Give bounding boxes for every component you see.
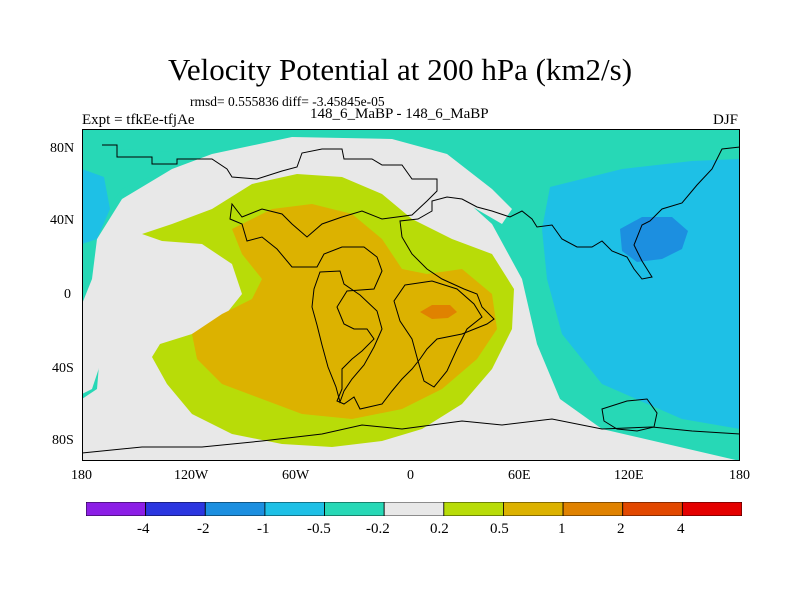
lon-label-120e: 120E xyxy=(614,468,644,483)
stats-label: rmsd= 0.555836 diff= -3.45845e-05 xyxy=(190,94,385,109)
experiment-label: Expt = tfkEe-tfjAe xyxy=(82,112,195,128)
colorbar-label: -4 xyxy=(137,521,150,537)
lon-label-180w: 180 xyxy=(71,468,92,483)
lat-label-80n: 80N xyxy=(50,141,75,156)
colorbar-label: 0.5 xyxy=(490,521,509,537)
lat-label-40s: 40S xyxy=(52,361,74,376)
colorbar-swatch xyxy=(86,502,147,516)
colorbar-swatch xyxy=(562,502,624,516)
colorbar-label: -2 xyxy=(197,521,210,537)
colorbar-label: 1 xyxy=(558,521,566,537)
colorbar-label: 0.2 xyxy=(430,521,449,537)
lat-label-40n: 40N xyxy=(50,213,75,228)
coastline-north xyxy=(102,144,740,410)
colorbar-label: -0.5 xyxy=(307,521,331,537)
coastline-south-america xyxy=(311,270,383,404)
contour-neutral-north xyxy=(82,137,512,394)
colorbar-swatch xyxy=(264,502,325,516)
contour-neg-05-west xyxy=(82,169,110,244)
lon-label-180e: 180 xyxy=(729,468,750,483)
colorbar-swatch xyxy=(383,502,445,516)
colorbar-swatch xyxy=(324,502,385,516)
lon-label-60e: 60E xyxy=(508,468,531,483)
coastline-africa xyxy=(393,280,483,388)
colorbar-label: 2 xyxy=(617,521,625,537)
colorbar-label: -1 xyxy=(257,521,270,537)
colorbar-label: 4 xyxy=(677,521,685,537)
contour-pos-1 xyxy=(420,305,457,319)
contour-pos-05 xyxy=(192,204,497,419)
colorbar xyxy=(86,502,742,516)
lat-label-0: 0 xyxy=(64,287,71,302)
lon-label-120w: 120W xyxy=(174,468,209,483)
page-title: Velocity Potential at 200 hPa (km2/s) xyxy=(167,52,633,87)
map-frame xyxy=(82,129,740,461)
contour-neg-west-band xyxy=(82,149,202,299)
contour-neg-05-east xyxy=(542,159,740,429)
colorbar-swatch xyxy=(681,502,742,516)
season-label: DJF xyxy=(712,112,738,128)
case-label: 148_6_MaBP - 148_6_MaBP xyxy=(310,106,489,122)
colorbar-swatch xyxy=(443,502,504,516)
coastlines xyxy=(82,144,740,454)
lon-label-0: 0 xyxy=(407,468,414,483)
colorbar-swatch xyxy=(145,502,206,516)
colorbar-swatch xyxy=(622,502,683,516)
colorbar-label: -0.2 xyxy=(366,521,390,537)
colorbar-swatch xyxy=(204,502,266,516)
lat-label-80s: 80S xyxy=(52,433,74,448)
lon-label-60w: 60W xyxy=(282,468,310,483)
colorbar-swatch xyxy=(503,502,564,516)
velocity-potential-map xyxy=(82,129,740,461)
coastline-antarctica xyxy=(82,418,740,454)
